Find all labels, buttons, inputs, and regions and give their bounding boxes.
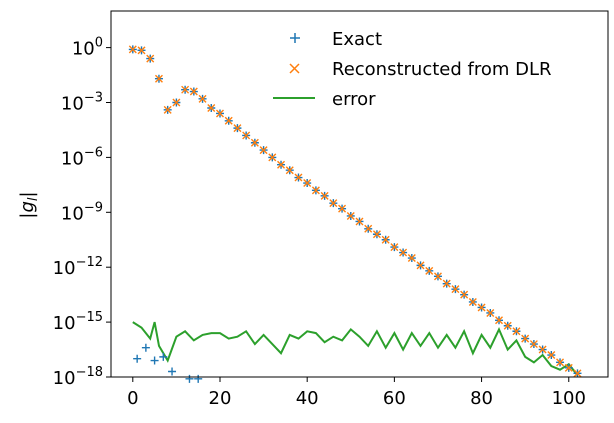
reconstructed-point [294,173,303,182]
exact-point [168,367,177,376]
legend-marker-x [289,63,300,74]
exact-point [159,352,168,361]
svg-text:|gl|: |gl| [17,191,41,218]
legend: Exact Reconstructed from DLR error [273,29,552,110]
legend-item-exact: Exact [290,29,382,50]
plot-frame [110,10,609,378]
plot-area [128,45,582,383]
reconstructed-point [529,340,538,349]
reconstructed-point [547,351,556,360]
reconstructed-point [242,131,251,140]
x-tick-label: 100 [552,388,586,409]
reconstructed-point [207,103,216,112]
legend-label-error: error [332,89,376,110]
y-axis-title-subscript: l [26,197,41,201]
y-tick-label: 10−15 [53,310,103,334]
reconstructed-point [556,358,565,367]
reconstructed-point [372,230,381,239]
reconstructed-point [311,186,320,195]
reconstructed-point [329,199,338,208]
exact-point [141,343,150,352]
y-tick-label: 10−3 [61,91,103,115]
reconstructed-point [224,116,233,125]
reconstructed-point [512,327,521,336]
x-tick-label: 0 [127,388,138,409]
reconstructed-point [573,369,582,378]
reconstructed-point [503,321,512,330]
exact-point [133,354,142,363]
reconstructed-point [137,46,146,55]
y-tick-label: 10−12 [53,255,103,279]
reconstructed-point [407,254,416,263]
reconstructed-point [433,272,442,281]
reconstructed-point [320,191,329,200]
x-tick-label: 80 [470,388,493,409]
exact-point [185,374,194,383]
y-axis-title-main: |g [17,201,38,219]
reconstructed-point [277,160,286,169]
reconstructed-point [364,224,373,233]
y-tick-label: 10−9 [61,200,103,224]
reconstructed-point [259,146,268,155]
exact-point [150,356,159,365]
reconstructed-point [460,290,469,299]
reconstructed-point [538,345,547,354]
reconstructed-point [146,54,155,63]
y-tick-label: 10−18 [53,365,103,389]
reconstructed-point [128,45,137,54]
legend-marker-plus [290,33,300,43]
reconstructed-point [495,316,504,325]
legend-label-reconstructed: Reconstructed from DLR [332,59,552,80]
reconstructed-point [250,138,259,147]
exact-point [194,374,203,383]
reconstructed-point [381,235,390,244]
legend-item-error: error [273,89,376,110]
reconstructed-point [468,297,477,306]
y-axis-title: |gl| [17,191,41,218]
reconstructed-point [442,279,451,288]
reconstructed-point [477,303,486,312]
series-line-error [132,321,579,376]
reconstructed-point [268,153,277,162]
reconstructed-point [399,248,408,257]
reconstructed-point [285,166,294,175]
reconstructed-point [215,109,224,118]
reconstructed-point [198,94,207,103]
x-tick-label: 60 [383,388,406,409]
y-tick-label: 100 [72,36,103,60]
reconstructed-point [303,179,312,188]
x-tick-label: 20 [209,388,232,409]
reconstructed-point [564,363,573,372]
reconstructed-point [390,243,399,252]
reconstructed-point [181,85,190,94]
reconstructed-point [451,285,460,294]
axes: 0 20 40 60 80 100 100 10−3 10−6 10−9 10−12 10−15 10−… [53,36,586,409]
reconstructed-point [416,261,425,270]
reconstructed-point [233,124,242,133]
reconstructed-point [338,204,347,213]
reconstructed-point [425,266,434,275]
y-tick-label: 10−6 [61,145,103,169]
legend-label-exact: Exact [332,29,382,50]
legend-item-reconstructed: Reconstructed from DLR [289,59,552,80]
y-axis-title-tail: | [17,191,38,197]
reconstructed-point [154,74,163,83]
reconstructed-point [486,308,495,317]
reconstructed-point [172,98,181,107]
reconstructed-point [189,87,198,96]
x-tick-label: 40 [296,388,319,409]
reconstructed-point [521,334,530,343]
reconstructed-point [355,217,364,226]
reconstructed-point [163,105,172,114]
reconstructed-point [346,211,355,220]
